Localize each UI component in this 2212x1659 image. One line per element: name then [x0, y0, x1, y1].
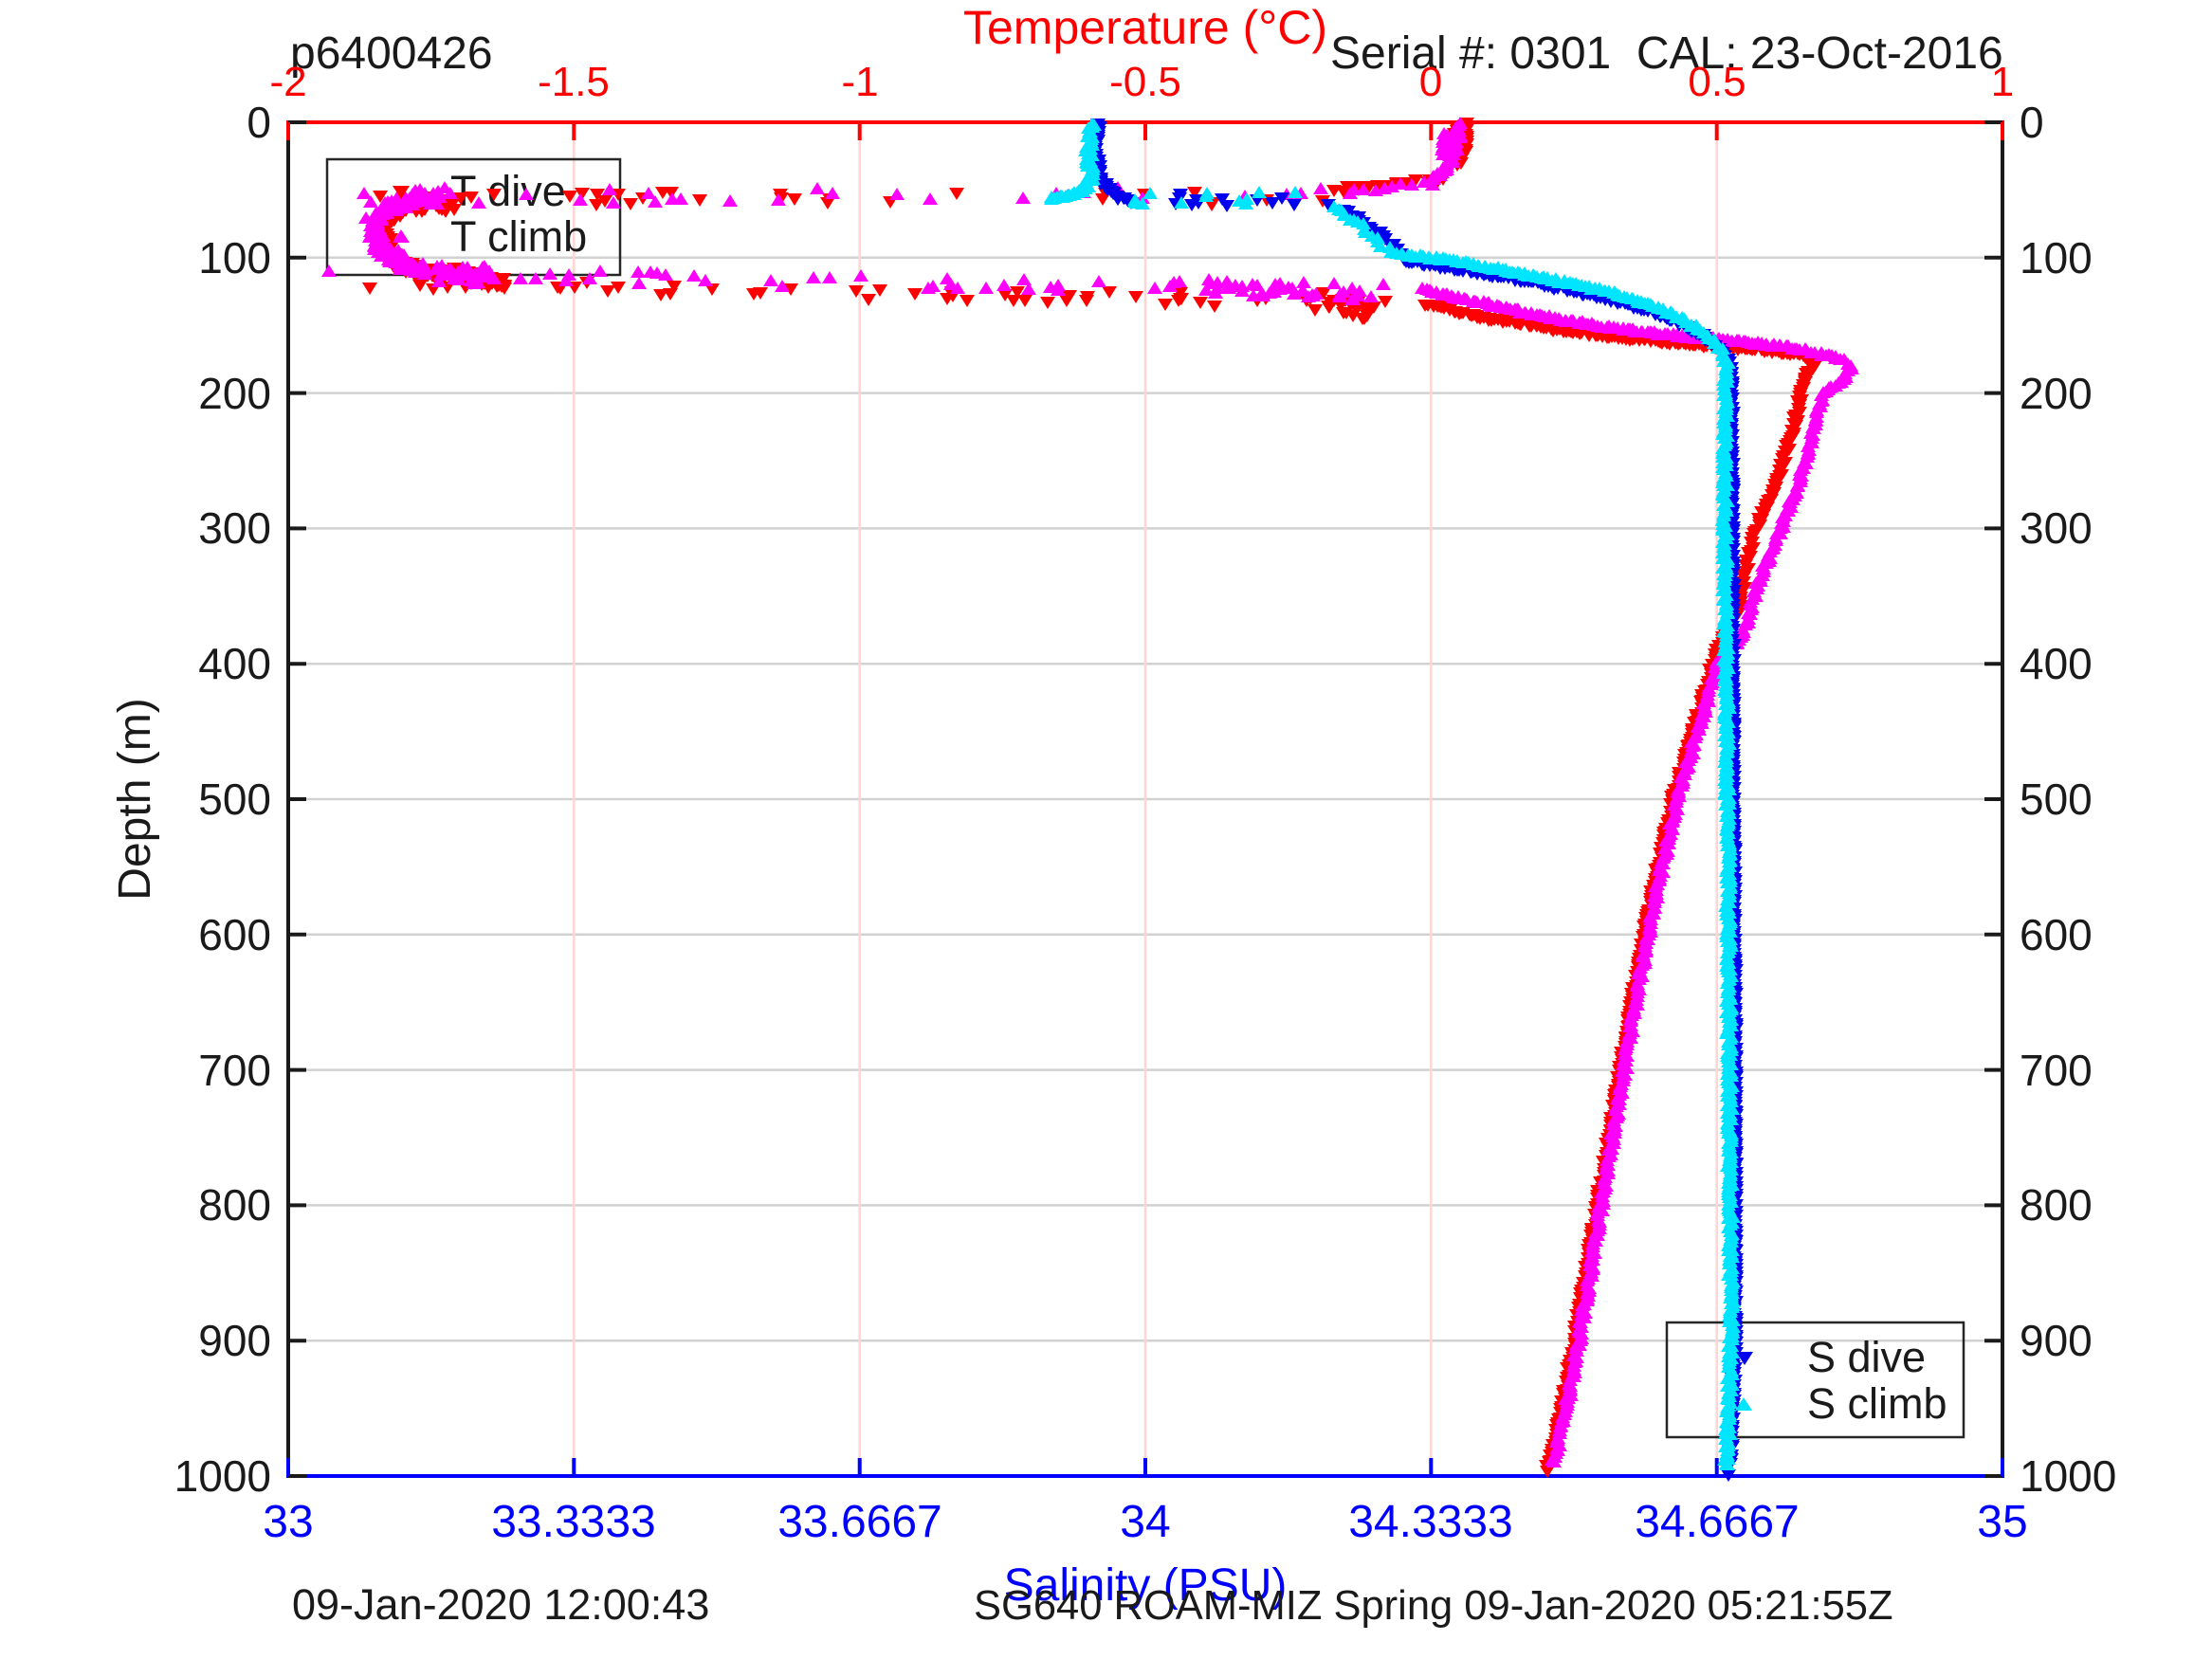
- svg-text:800: 800: [2020, 1180, 2093, 1230]
- svg-text:09-Jan-2020 12:00:43: 09-Jan-2020 12:00:43: [292, 1580, 709, 1629]
- svg-text:-1: -1: [841, 59, 878, 105]
- svg-text:0.5: 0.5: [1688, 59, 1746, 105]
- svg-text:600: 600: [2020, 910, 2093, 959]
- svg-text:100: 100: [198, 233, 271, 283]
- svg-text:500: 500: [198, 775, 271, 824]
- svg-text:S climb: S climb: [1807, 1379, 1947, 1428]
- svg-text:33: 33: [263, 1497, 313, 1547]
- svg-text:100: 100: [2020, 233, 2093, 283]
- svg-text:T dive: T dive: [450, 167, 566, 215]
- svg-text:1000: 1000: [174, 1451, 271, 1501]
- svg-text:300: 300: [2020, 503, 2093, 553]
- svg-text:700: 700: [198, 1046, 271, 1095]
- svg-text:500: 500: [2020, 775, 2093, 824]
- svg-text:33.3333: 33.3333: [491, 1497, 656, 1547]
- svg-text:p6400426: p6400426: [290, 28, 493, 79]
- svg-text:200: 200: [198, 369, 271, 418]
- svg-text:1: 1: [1991, 59, 2014, 105]
- svg-text:0: 0: [1419, 59, 1442, 105]
- svg-text:Temperature (°C): Temperature (°C): [963, 1, 1327, 54]
- svg-text:T climb: T climb: [450, 212, 587, 261]
- svg-text:900: 900: [198, 1316, 271, 1365]
- svg-text:600: 600: [198, 910, 271, 959]
- svg-text:0: 0: [247, 98, 271, 147]
- svg-text:34.6667: 34.6667: [1635, 1497, 1800, 1547]
- svg-text:-0.5: -0.5: [1109, 59, 1181, 105]
- svg-text:200: 200: [2020, 369, 2093, 418]
- svg-text:Serial #: 0301 CAL: 23-Oct-20: Serial #: 0301 CAL: 23-Oct-2016: [1330, 28, 2003, 79]
- svg-text:SG640 ROAM-MIZ Spring 09-Jan-2: SG640 ROAM-MIZ Spring 09-Jan-2020 05:21:…: [974, 1583, 1893, 1629]
- svg-text:900: 900: [2020, 1316, 2093, 1365]
- svg-text:-2: -2: [269, 59, 306, 105]
- svg-text:33.6667: 33.6667: [777, 1497, 942, 1547]
- svg-text:700: 700: [2020, 1046, 2093, 1095]
- svg-text:Salinity (PSU): Salinity (PSU): [1004, 1560, 1288, 1611]
- svg-text:300: 300: [198, 503, 271, 553]
- svg-text:Depth (m): Depth (m): [110, 698, 160, 900]
- svg-text:0: 0: [2020, 98, 2044, 147]
- svg-text:34: 34: [1120, 1497, 1170, 1547]
- svg-text:1000: 1000: [2020, 1451, 2116, 1501]
- svg-text:35: 35: [1977, 1497, 2027, 1547]
- svg-text:-1.5: -1.5: [538, 59, 610, 105]
- svg-text:34.3333: 34.3333: [1348, 1497, 1513, 1547]
- svg-text:400: 400: [198, 639, 271, 688]
- svg-text:400: 400: [2020, 639, 2093, 688]
- svg-text:800: 800: [198, 1180, 271, 1230]
- svg-text:S dive: S dive: [1807, 1333, 1926, 1381]
